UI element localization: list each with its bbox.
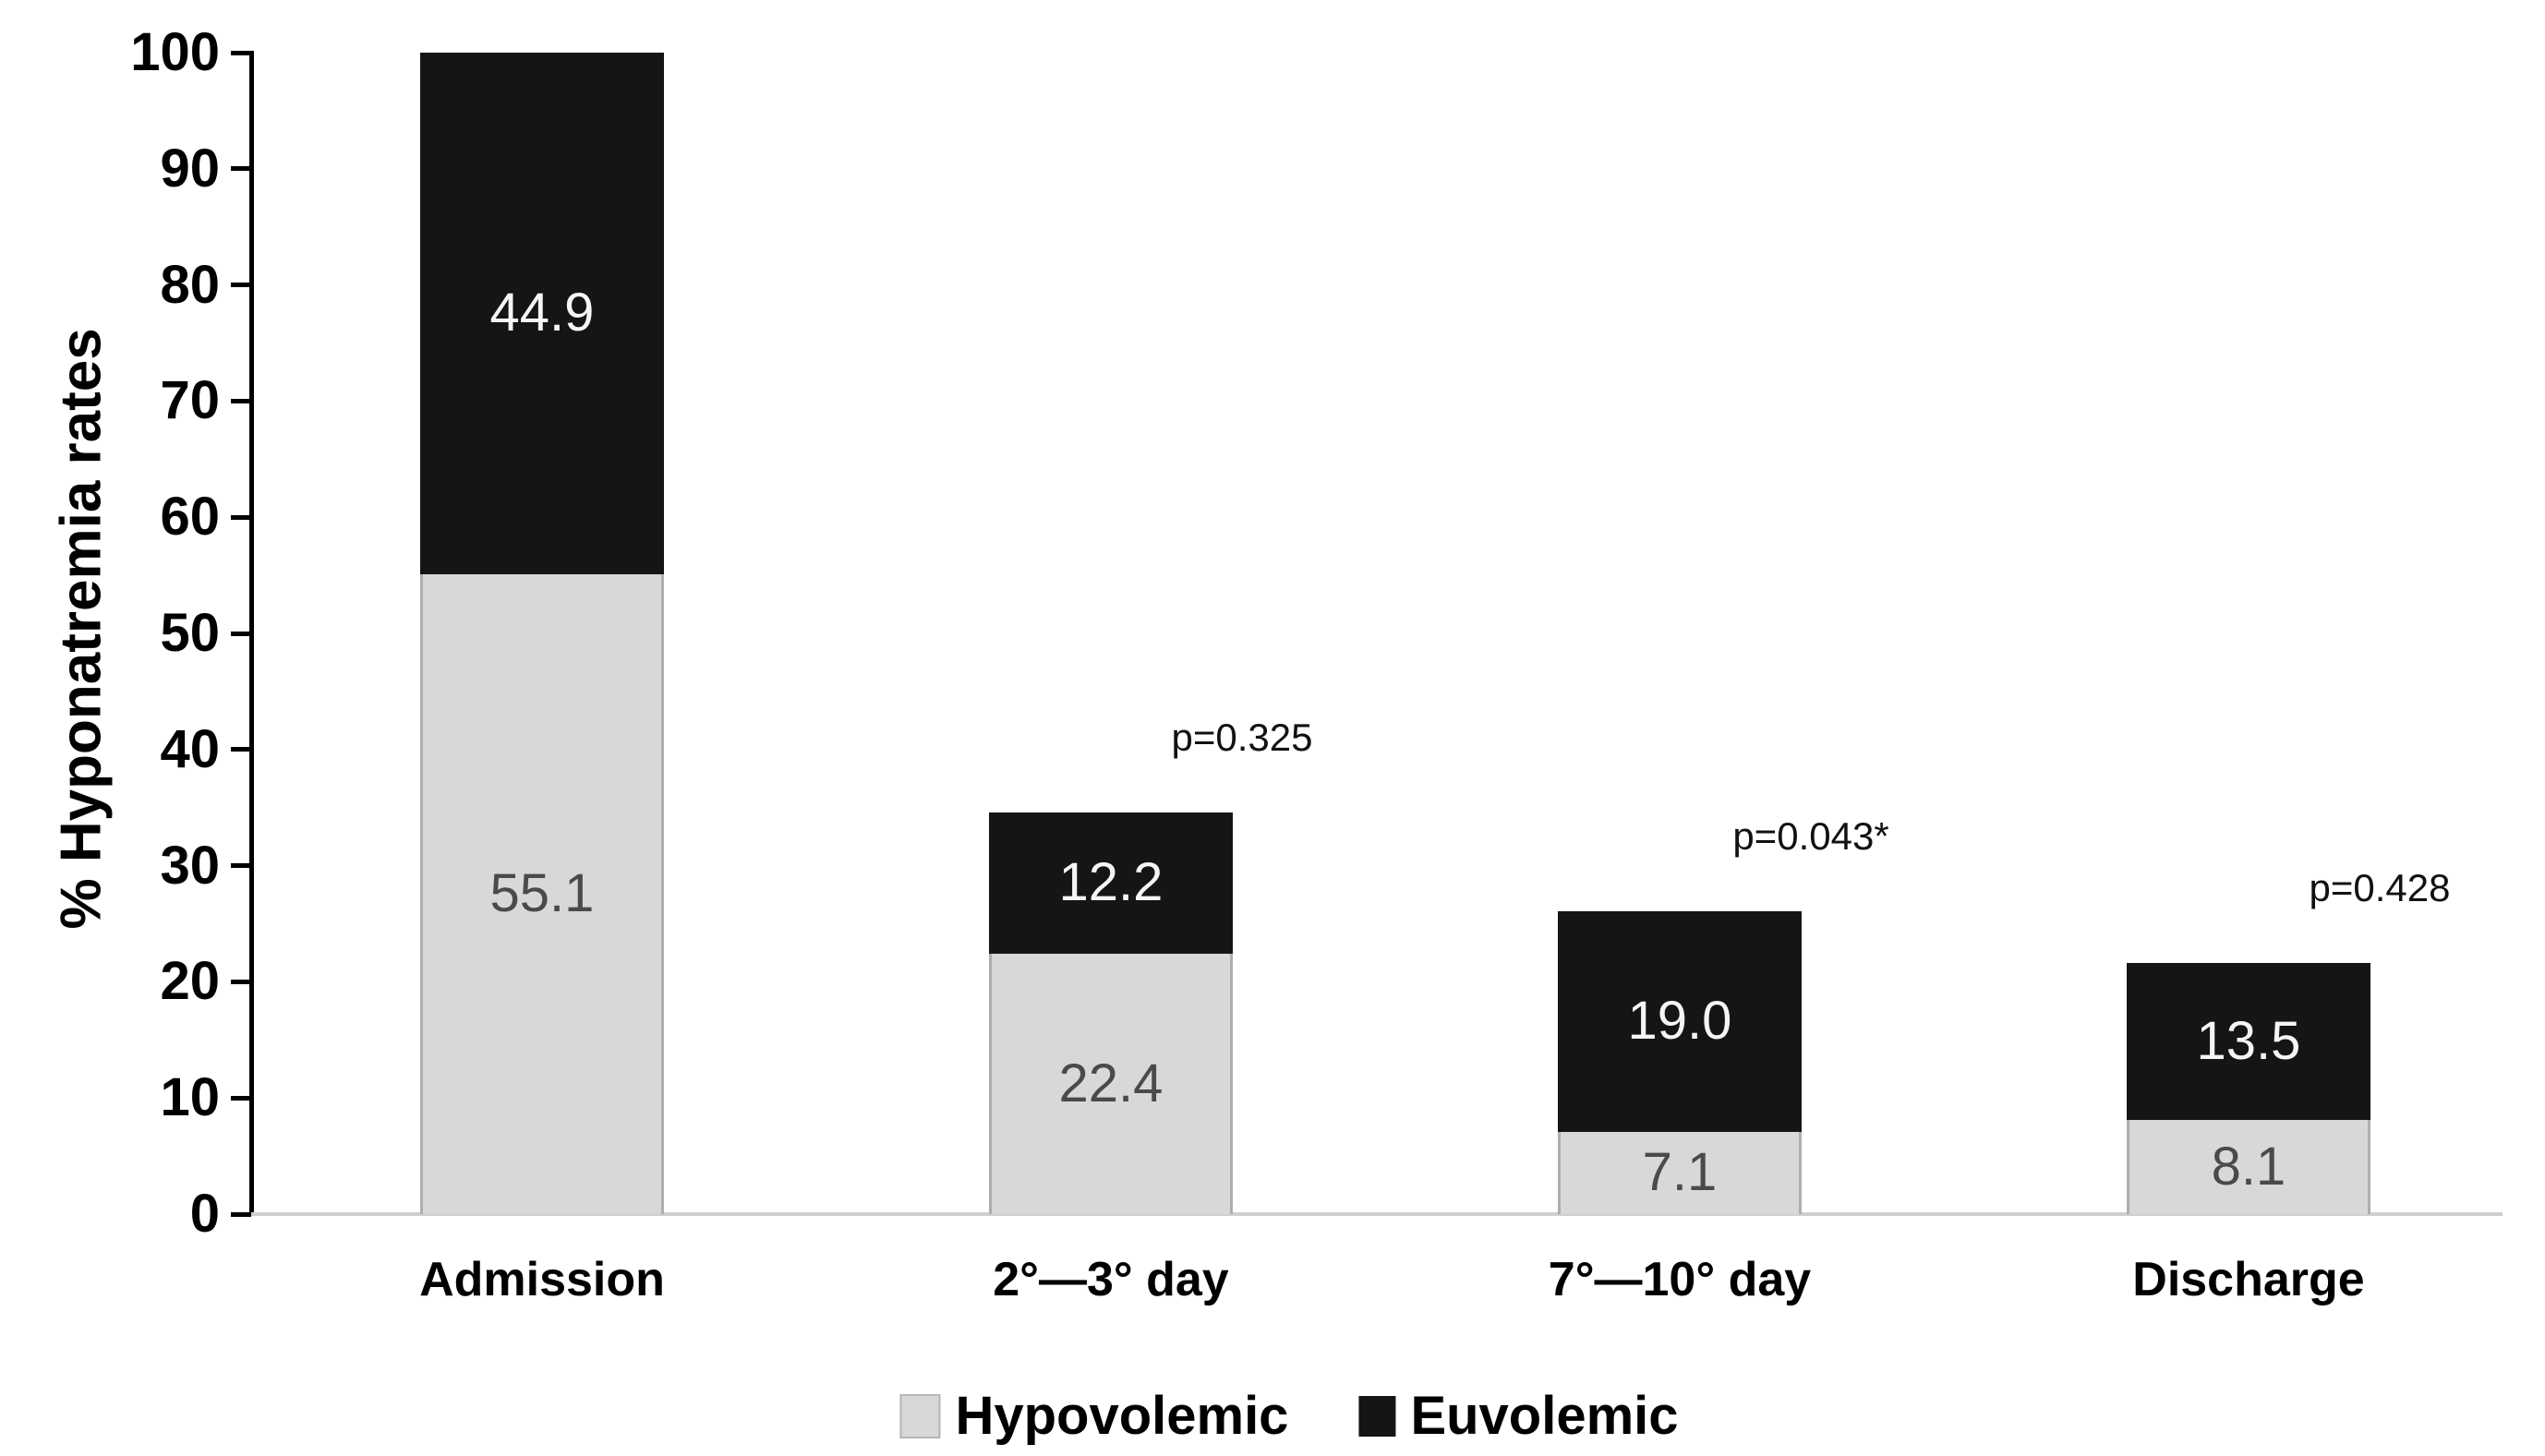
y-tick-mark-40 <box>231 747 251 752</box>
legend-label-hypovolemic: Hypovolemic <box>955 1386 1289 1446</box>
y-tick-label-60: 60 <box>160 487 220 548</box>
y-tick-label-0: 0 <box>189 1184 220 1244</box>
bar-stack-4: 8.1 13.5 <box>2127 963 2370 1214</box>
data-label-hypovolemic-4: 8.1 <box>2211 1137 2286 1197</box>
bar-segment-euvolemic-1: 44.9 <box>420 53 664 574</box>
legend-item-hypovolemic: Hypovolemic <box>899 1385 1288 1447</box>
y-tick-label-90: 90 <box>160 138 220 199</box>
y-axis-line <box>249 51 254 1216</box>
y-tick-mark-50 <box>231 631 251 636</box>
category-label-4: Discharge <box>2132 1253 2365 1306</box>
data-label-hypovolemic-3: 7.1 <box>1642 1142 1718 1203</box>
bar-stack-3: 7.1 19.0 <box>1558 910 1802 1214</box>
y-tick-label-70: 70 <box>160 370 220 431</box>
p-value-annotation-3: p=0.043* <box>1732 813 1889 858</box>
y-tick-mark-30 <box>231 863 251 869</box>
y-tick-mark-10 <box>231 1095 251 1101</box>
p-value-annotation-4: p=0.428 <box>2309 866 2451 910</box>
data-label-euvolemic-2: 12.2 <box>1058 852 1164 913</box>
y-tick-label-40: 40 <box>160 718 220 779</box>
data-label-hypovolemic-2: 22.4 <box>1058 1053 1164 1114</box>
y-tick-mark-60 <box>231 514 251 520</box>
bar-segment-hypovolemic-1: 55.1 <box>420 573 664 1214</box>
p-value-annotation-2: p=0.325 <box>1171 715 1313 759</box>
bar-segment-hypovolemic-2: 22.4 <box>989 954 1233 1214</box>
category-label-2: 2°—3° day <box>993 1253 1229 1306</box>
y-tick-label-80: 80 <box>160 254 220 315</box>
data-label-euvolemic-4: 13.5 <box>2196 1011 2301 1072</box>
bar-segment-euvolemic-4: 13.5 <box>2127 963 2370 1121</box>
y-tick-mark-70 <box>231 398 251 403</box>
data-label-euvolemic-1: 44.9 <box>489 283 595 343</box>
bar-segment-hypovolemic-4: 8.1 <box>2127 1120 2370 1214</box>
bar-stack-1: 55.1 44.9 <box>420 53 664 1214</box>
y-tick-mark-90 <box>231 166 251 172</box>
y-tick-mark-0 <box>231 1211 251 1217</box>
data-label-euvolemic-3: 19.0 <box>1627 991 1732 1052</box>
data-label-hypovolemic-1: 55.1 <box>489 863 595 924</box>
legend-label-euvolemic: Euvolemic <box>1410 1386 1679 1446</box>
y-tick-label-10: 10 <box>160 1067 220 1128</box>
bar-segment-euvolemic-3: 19.0 <box>1558 910 1802 1132</box>
bar-stack-2: 22.4 12.2 <box>989 812 1233 1214</box>
legend-item-euvolemic: Euvolemic <box>1358 1385 1679 1447</box>
y-tick-label-50: 50 <box>160 603 220 663</box>
category-label-1: Admission <box>419 1253 665 1306</box>
x-axis-baseline <box>251 1212 2503 1216</box>
legend-swatch-euvolemic <box>1358 1395 1396 1437</box>
y-tick-mark-20 <box>231 979 251 984</box>
y-tick-label-100: 100 <box>130 22 220 82</box>
chart-legend: Hypovolemic Euvolemic <box>899 1385 1679 1447</box>
bar-segment-hypovolemic-3: 7.1 <box>1558 1131 1802 1214</box>
y-tick-mark-100 <box>231 50 251 55</box>
y-tick-label-30: 30 <box>160 835 220 896</box>
bar-segment-euvolemic-2: 12.2 <box>989 812 1233 955</box>
y-tick-mark-80 <box>231 283 251 288</box>
category-label-3: 7°—10° day <box>1548 1253 1812 1306</box>
y-tick-label-20: 20 <box>160 951 220 1012</box>
legend-swatch-hypovolemic <box>899 1393 941 1438</box>
